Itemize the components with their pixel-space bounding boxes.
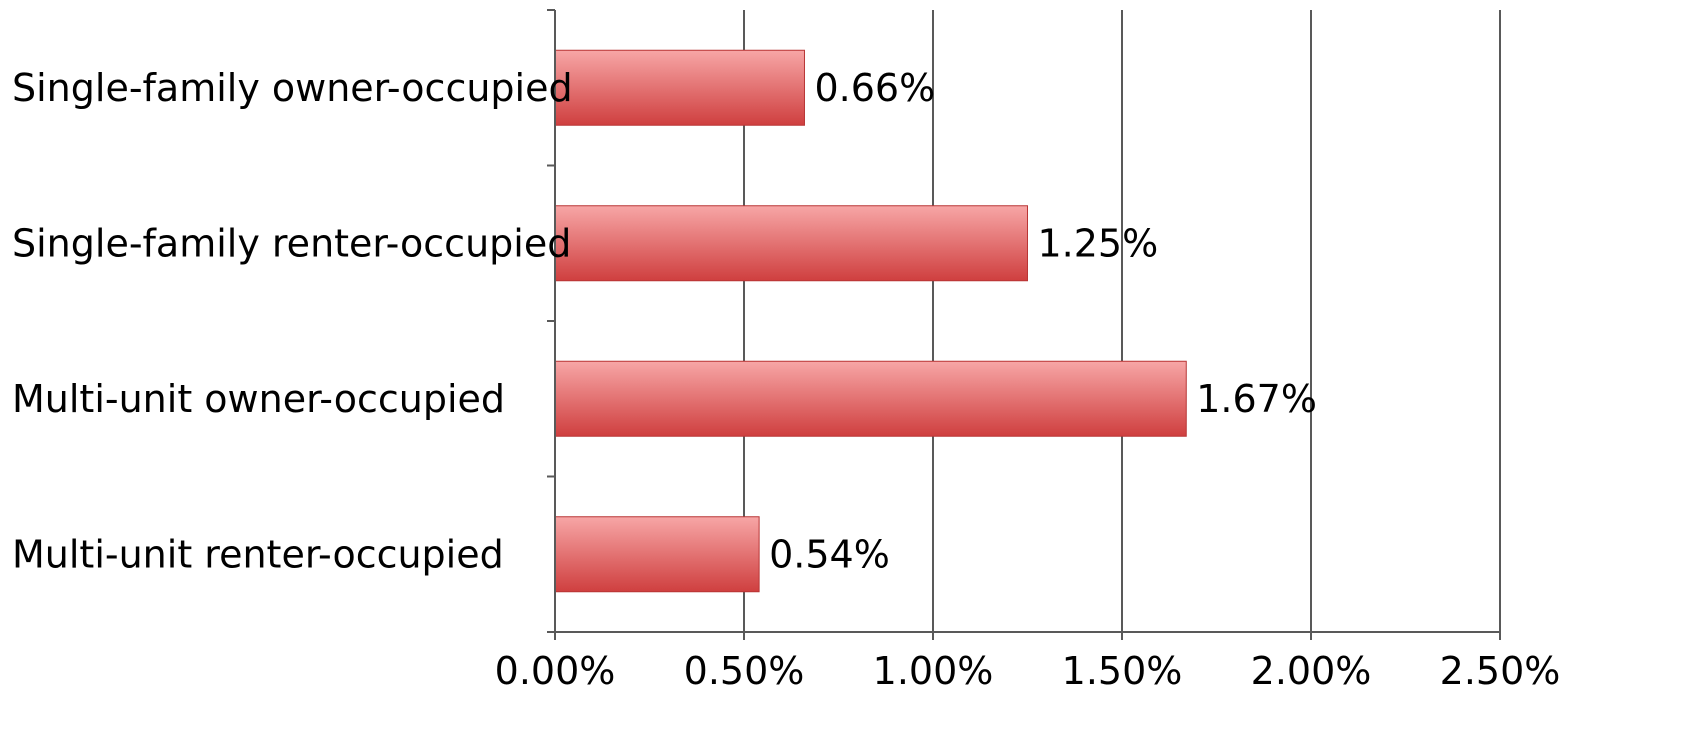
x-tick-label: 2.50% <box>1440 649 1561 693</box>
x-tick-label: 1.00% <box>873 649 994 693</box>
x-tick-label: 1.50% <box>1062 649 1183 693</box>
category-label: Single-family renter-occupied <box>12 221 571 265</box>
bar <box>554 360 1187 437</box>
data-label: 0.54% <box>769 532 890 576</box>
category-label: Multi-unit owner-occupied <box>12 377 505 421</box>
data-label: 1.25% <box>1038 221 1159 265</box>
labels: 0.00% 0.50% 1.00% 1.50% 2.00% 2.50% Single-fam… <box>12 66 1560 693</box>
bar <box>554 49 805 126</box>
x-tick-label: 2.00% <box>1251 649 1372 693</box>
category-label: Single-family owner-occupied <box>12 66 573 110</box>
bar <box>554 516 760 593</box>
bar <box>554 205 1028 282</box>
x-tick-label: 0.50% <box>684 649 805 693</box>
data-label: 1.67% <box>1196 377 1317 421</box>
x-tick-label: 0.00% <box>495 649 616 693</box>
bars <box>554 49 1187 593</box>
data-label: 0.66% <box>814 66 935 110</box>
category-label: Multi-unit renter-occupied <box>12 532 504 576</box>
axes <box>547 9 1501 640</box>
